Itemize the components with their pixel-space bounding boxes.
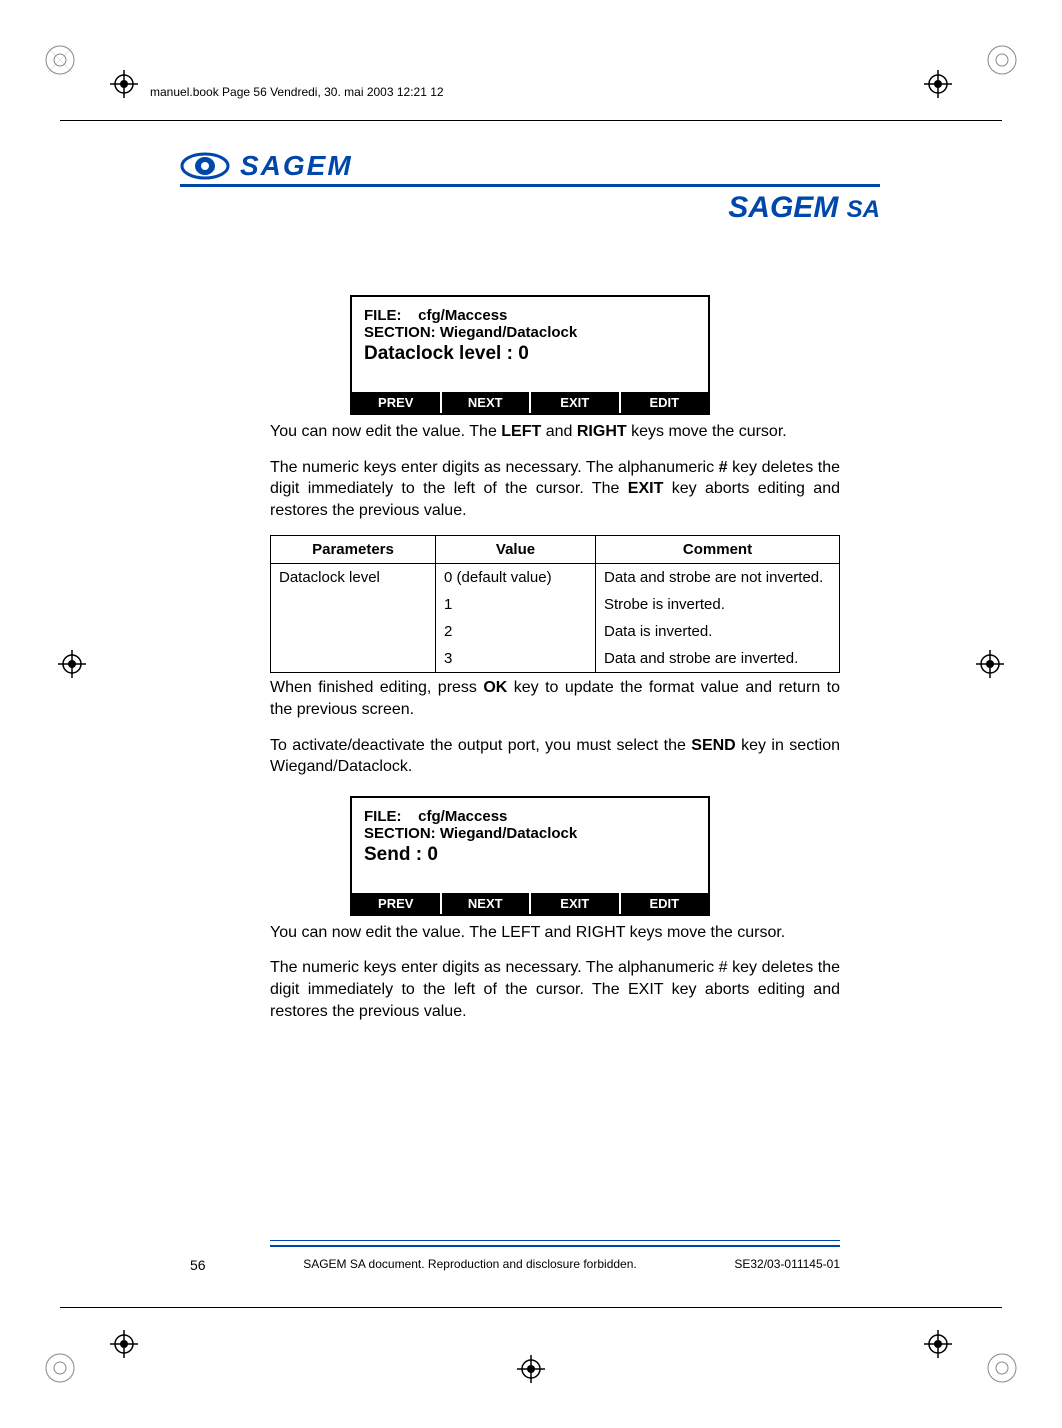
cell-comment: Data and strobe are inverted. — [596, 645, 840, 673]
lcd-file-line: FILE: cfg/Maccess — [364, 307, 696, 324]
printer-mark-icon — [982, 1348, 1022, 1388]
exit-button[interactable]: EXIT — [531, 893, 621, 914]
text-run: To activate/deactivate the output port, … — [270, 737, 691, 754]
logo-underline — [180, 184, 880, 187]
lcd-button-row: PREV NEXT EXIT EDIT — [352, 893, 708, 914]
lcd-value-line: Dataclock level : 0 — [364, 343, 696, 365]
paragraph-numeric-keys: The numeric keys enter digits as necessa… — [270, 457, 840, 522]
edit-button[interactable]: EDIT — [621, 893, 709, 914]
text-run: The numeric keys enter digits as necessa… — [270, 459, 719, 476]
lcd-screen: FILE: cfg/Maccess SECTION: Wiegand/Datac… — [352, 798, 708, 893]
cell-comment: Strobe is inverted. — [596, 591, 840, 618]
lcd-section-line: SECTION: Wiegand/Dataclock — [364, 825, 696, 842]
key-exit: EXIT — [628, 480, 664, 497]
next-button[interactable]: NEXT — [442, 392, 532, 413]
page-content: SAGEM SAGEM SA FILE: cfg/Maccess SECTION… — [180, 150, 880, 1036]
prev-button[interactable]: PREV — [352, 893, 442, 914]
crop-target-icon — [924, 1330, 952, 1358]
text-run: When finished editing, press — [270, 679, 483, 696]
brand-logo: SAGEM — [180, 150, 880, 182]
cell-value: 2 — [436, 618, 596, 645]
footer-center-text: SAGEM SA document. Reproduction and disc… — [303, 1257, 637, 1273]
next-button[interactable]: NEXT — [442, 893, 532, 914]
crop-target-icon — [976, 650, 1004, 678]
lcd-display-send: FILE: cfg/Maccess SECTION: Wiegand/Datac… — [350, 796, 710, 916]
lcd-display-dataclock: FILE: cfg/Maccess SECTION: Wiegand/Datac… — [350, 295, 710, 415]
table-header-row: Parameters Value Comment — [271, 536, 840, 564]
crop-target-icon — [517, 1355, 545, 1383]
lcd-file-line: FILE: cfg/Maccess — [364, 808, 696, 825]
footer-doc-ref: SE32/03-011145-01 — [734, 1257, 840, 1273]
brand-suffix: SA — [847, 196, 880, 223]
printer-mark-icon — [40, 1348, 80, 1388]
cell-comment: Data and strobe are not inverted. — [596, 564, 840, 592]
page-header-meta: manuel.book Page 56 Vendredi, 30. mai 20… — [150, 85, 444, 99]
cell-value: 1 — [436, 591, 596, 618]
key-right: RIGHT — [577, 423, 627, 440]
brand-title: SAGEM SA — [180, 191, 880, 225]
edit-button[interactable]: EDIT — [621, 392, 709, 413]
lcd-file-label: FILE: — [364, 808, 402, 825]
crop-target-icon — [58, 650, 86, 678]
paragraph-activate-port: To activate/deactivate the output port, … — [270, 735, 840, 778]
cell-value: 3 — [436, 645, 596, 673]
printer-mark-icon — [982, 40, 1022, 80]
lcd-file-value: cfg/Maccess — [418, 307, 507, 324]
paragraph-numeric-keys-2: The numeric keys enter digits as necessa… — [270, 957, 840, 1022]
col-parameters: Parameters — [271, 536, 436, 564]
cell-value: 0 (default value) — [436, 564, 596, 592]
table-row: Dataclock level 0 (default value) Data a… — [271, 564, 840, 592]
lcd-file-label: FILE: — [364, 307, 402, 324]
col-comment: Comment — [596, 536, 840, 564]
page-footer: 56 SAGEM SA document. Reproduction and d… — [180, 1240, 880, 1273]
cell-param-name: Dataclock level — [271, 564, 436, 673]
eye-logo-icon — [180, 152, 230, 180]
paragraph-edit-value: You can now edit the value. The LEFT and… — [270, 421, 840, 443]
lcd-screen: FILE: cfg/Maccess SECTION: Wiegand/Datac… — [352, 297, 708, 392]
key-hash: # — [719, 459, 728, 476]
lcd-file-value: cfg/Maccess — [418, 808, 507, 825]
paragraph-finished-editing: When finished editing, press OK key to u… — [270, 677, 840, 720]
lcd-button-row: PREV NEXT EXIT EDIT — [352, 392, 708, 413]
footer-text-row: 56 SAGEM SA document. Reproduction and d… — [190, 1257, 840, 1273]
printer-mark-icon — [40, 40, 80, 80]
paragraph-edit-value-2: You can now edit the value. The LEFT and… — [270, 922, 840, 944]
prev-button[interactable]: PREV — [352, 392, 442, 413]
lcd-value-line: Send : 0 — [364, 844, 696, 866]
brand-main: SAGEM — [728, 191, 838, 224]
key-ok: OK — [483, 679, 507, 696]
lcd-section-line: SECTION: Wiegand/Dataclock — [364, 324, 696, 341]
key-send: SEND — [691, 737, 735, 754]
footer-rule — [60, 1307, 1002, 1308]
parameters-table: Parameters Value Comment Dataclock level… — [270, 535, 840, 673]
crop-target-icon — [924, 70, 952, 98]
footer-rule-thick — [270, 1245, 840, 1247]
crop-target-icon — [110, 1330, 138, 1358]
header-rule — [60, 120, 1002, 121]
footer-rule-thin — [270, 1240, 840, 1241]
exit-button[interactable]: EXIT — [531, 392, 621, 413]
page-number: 56 — [190, 1257, 206, 1273]
col-value: Value — [436, 536, 596, 564]
key-left: LEFT — [501, 423, 541, 440]
cell-comment: Data is inverted. — [596, 618, 840, 645]
crop-target-icon — [110, 70, 138, 98]
logo-text: SAGEM — [240, 150, 353, 182]
